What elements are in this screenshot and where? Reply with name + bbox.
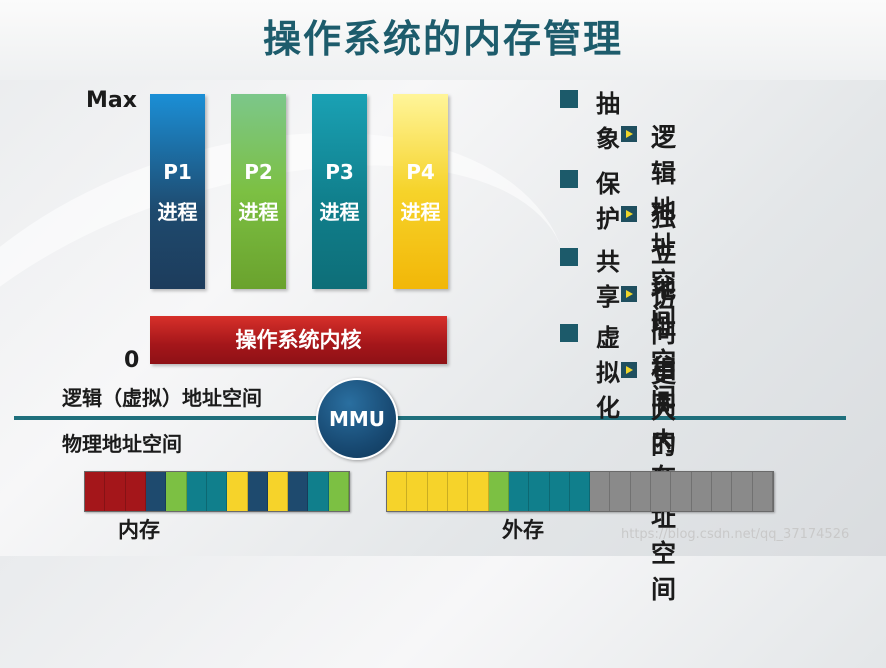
memory-cell-unused: [752, 472, 773, 511]
arrow-bullet-icon: [621, 126, 637, 142]
memory-cell-p1: [145, 472, 167, 511]
mmu-circle: MMU: [316, 378, 398, 460]
square-bullet-icon: [560, 324, 578, 342]
memory-cell-p4: [267, 472, 289, 511]
bullet-heading-text: 共享: [596, 248, 620, 311]
process-name: P3: [325, 160, 354, 184]
memory-cell-p4: [407, 472, 428, 511]
axis-min-label: 0: [124, 348, 140, 373]
memory-cell-p4: [468, 472, 489, 511]
memory-cell-p3: [186, 472, 207, 511]
bullet-heading-text: 虚拟化: [596, 324, 620, 422]
memory-cell-p2: [488, 472, 509, 511]
memory-label: 内存: [118, 518, 160, 542]
memory-cell-p3: [206, 472, 228, 511]
bullet-sub-text: 逻辑地址空间: [651, 123, 677, 332]
kernel-block: 操作系统内核: [150, 316, 447, 364]
memory-cell-unused: [732, 472, 753, 511]
title-bar: [0, 0, 886, 80]
square-bullet-icon: [560, 90, 578, 108]
bullet-heading: 保护: [560, 164, 620, 234]
memory-cell-p3: [529, 472, 550, 511]
memory-cell-p1: [247, 472, 268, 511]
bullet-heading: 共享: [560, 242, 620, 312]
page-title: 操作系统的内存管理: [262, 17, 623, 61]
address-space-divider: [14, 416, 846, 420]
process-block-p3: P3 进程: [312, 94, 367, 289]
memory-cell-p4: [387, 472, 408, 511]
process-name: P2: [244, 160, 273, 184]
logical-address-space-label: 逻辑（虚拟）地址空间: [62, 386, 262, 410]
bullet-sub-text: 独立地址空间: [651, 203, 677, 412]
process-label: 进程: [319, 200, 360, 224]
memory-cell-p3: [308, 472, 329, 511]
arrow-bullet-icon: [621, 286, 637, 302]
bullet-heading: 虚拟化: [560, 318, 620, 423]
memory-cell-p3: [508, 472, 530, 511]
physical-address-space-label: 物理地址空间: [62, 432, 182, 456]
bullet-sub: 独立地址空间: [621, 198, 677, 414]
watermark: https://blog.csdn.net/qq_37174526: [621, 527, 850, 542]
memory-cell-kernel: [85, 472, 106, 511]
memory-cell-unused: [712, 472, 733, 511]
arrow-bullet-icon: [621, 362, 637, 378]
memory-cell-unused: [630, 472, 652, 511]
memory-cell-kernel: [105, 472, 126, 511]
memory-cell-p3: [549, 472, 570, 511]
process-label: 进程: [157, 200, 198, 224]
storage-label: 外存: [502, 518, 544, 542]
memory-cell-unused: [610, 472, 631, 511]
memory-cell-unused: [691, 472, 712, 511]
memory-cell-p4: [227, 472, 248, 511]
memory-cell-p3: [569, 472, 591, 511]
bullet-heading: 抽象: [560, 84, 620, 154]
memory-strip: [84, 471, 350, 512]
memory-cell-unused: [651, 472, 672, 511]
process-block-p4: P4 进程: [393, 94, 448, 289]
axis-max-label: Max: [86, 88, 137, 113]
process-name: P4: [406, 160, 435, 184]
memory-cell-p1: [288, 472, 309, 511]
square-bullet-icon: [560, 248, 578, 266]
bullet-sub: 逻辑地址空间: [621, 118, 677, 334]
memory-cell-unused: [671, 472, 692, 511]
arrow-bullet-icon: [621, 206, 637, 222]
process-label: 进程: [238, 200, 279, 224]
memory-cell-p2: [328, 472, 350, 511]
memory-cell-p4: [427, 472, 448, 511]
bullet-heading-text: 保护: [596, 170, 620, 233]
memory-cell-kernel: [125, 472, 146, 511]
square-bullet-icon: [560, 170, 578, 188]
memory-cell-p2: [166, 472, 187, 511]
memory-cell-unused: [590, 472, 611, 511]
storage-strip: [386, 471, 774, 512]
process-block-p1: P1 进程: [150, 94, 205, 289]
process-label: 进程: [400, 200, 441, 224]
memory-cell-p4: [447, 472, 469, 511]
process-name: P1: [163, 160, 192, 184]
process-block-p2: P2 进程: [231, 94, 286, 289]
bullet-heading-text: 抽象: [596, 90, 620, 153]
